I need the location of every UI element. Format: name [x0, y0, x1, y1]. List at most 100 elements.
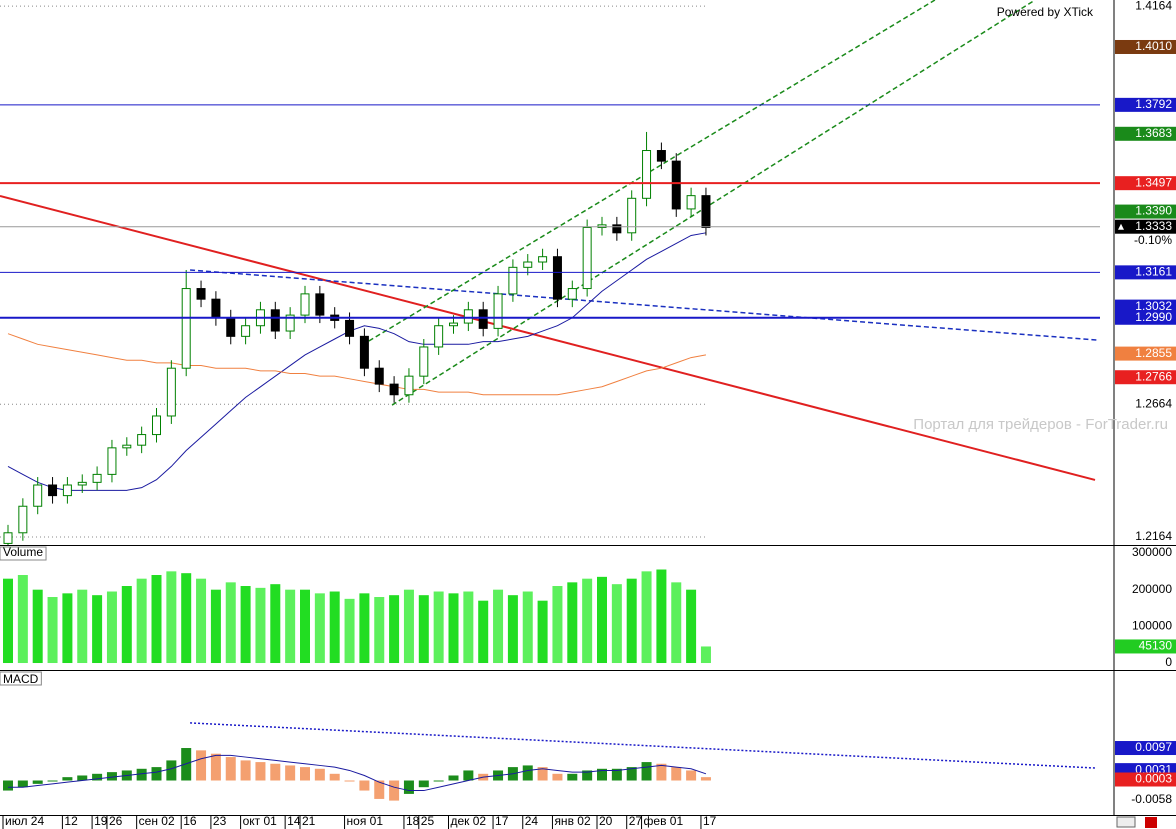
- macd-bar: [686, 770, 697, 781]
- macd-bar: [626, 767, 637, 781]
- volume-bar: [582, 578, 593, 664]
- macd-bar: [433, 780, 444, 782]
- volume-bar: [92, 595, 103, 664]
- candle-body: [597, 224, 607, 229]
- panel-title-box: [0, 671, 42, 686]
- macd-bar: [285, 765, 296, 781]
- trend-line: [190, 722, 1097, 769]
- y-tick-label: 1.2164: [1135, 529, 1172, 543]
- volume-bar: [418, 595, 429, 664]
- candle-body: [523, 261, 533, 268]
- price-label-box: [1115, 346, 1176, 361]
- panel: [3, 722, 1097, 801]
- x-tick-label: сен 02: [139, 814, 175, 828]
- macd-bar: [641, 762, 652, 781]
- panel: [3, 569, 711, 664]
- volume-bar: [522, 591, 533, 664]
- icon[interactable]: [1116, 816, 1136, 828]
- y-tick-label: 0: [1165, 655, 1172, 669]
- x-tick-label: дек 02: [451, 814, 487, 828]
- x-tick-label: 25: [421, 814, 435, 828]
- candle-body: [107, 447, 117, 475]
- candle-body: [701, 195, 711, 229]
- macd-bar: [62, 777, 73, 781]
- price-label-box: [1115, 772, 1176, 787]
- price-label: 1.3161: [1135, 265, 1172, 279]
- x-tick-label: 12: [64, 814, 78, 828]
- volume-bar: [359, 593, 370, 664]
- volume-bar: [552, 586, 563, 664]
- x-tick-label: фев 01: [644, 814, 684, 828]
- macd-bar: [522, 765, 533, 781]
- trend-line: [391, 0, 1036, 406]
- candle-body: [152, 415, 161, 436]
- candle-body: [642, 150, 652, 199]
- y-tick-label: -0.0058: [1131, 792, 1172, 806]
- trend-line: [0, 194, 1096, 481]
- macd-bar: [210, 753, 221, 781]
- volume-bar: [121, 586, 132, 664]
- macd-bar: [374, 780, 385, 799]
- caption: Портал для трейдеров - ForTrader.ru: [913, 416, 1168, 433]
- candle-body: [493, 293, 503, 329]
- volume-bar: [181, 573, 192, 664]
- x-tick-label: июл 24: [5, 814, 44, 828]
- volume-bar: [32, 589, 43, 664]
- candle-body: [181, 288, 191, 369]
- macd-bar: [329, 773, 340, 781]
- volume-bar: [151, 575, 162, 664]
- volume-bar: [285, 589, 296, 664]
- candle-body: [552, 256, 562, 300]
- macd-bar: [255, 762, 266, 781]
- candle-body: [196, 288, 206, 300]
- price-label-box: [1115, 370, 1176, 385]
- x-tick-label: 21: [302, 814, 316, 828]
- y-tick-label: 100000: [1132, 619, 1172, 633]
- macd-bar: [136, 768, 147, 781]
- volume-bar: [700, 646, 711, 664]
- price-label: 0.0003: [1135, 772, 1172, 786]
- candle-body: [359, 335, 369, 369]
- macd-bar: [240, 760, 251, 781]
- volume-bar: [300, 589, 310, 664]
- candle-body: [226, 317, 236, 337]
- x-tick-label: 24: [525, 814, 539, 828]
- volume-bar: [329, 591, 340, 664]
- macd-bar: [359, 780, 370, 791]
- volume-bar: [210, 589, 221, 664]
- macd-bar: [300, 767, 310, 781]
- price-label: 1.2990: [1135, 310, 1172, 324]
- panel-title: Volume: [3, 545, 43, 559]
- price-label-box: [1115, 126, 1176, 141]
- price-label-box: [1115, 741, 1176, 756]
- macd-bar: [151, 767, 162, 781]
- candle-body: [434, 325, 444, 348]
- exit-icon[interactable]: [1145, 817, 1157, 828]
- indicator-line: [7, 333, 707, 396]
- volume-bar: [225, 582, 236, 664]
- macd-bar: [671, 767, 682, 781]
- candle-body: [77, 481, 87, 486]
- price-label: 1.3683: [1135, 126, 1172, 140]
- volume-bar: [686, 589, 697, 664]
- macd-bar: [225, 757, 236, 781]
- volume-bar: [626, 578, 637, 664]
- macd-bar: [32, 780, 43, 784]
- candle-body: [3, 532, 13, 544]
- candle-body: [300, 293, 310, 316]
- y-tick-label: 300000: [1132, 545, 1172, 559]
- price-label: 1.2766: [1135, 369, 1172, 383]
- macd-bar: [597, 768, 607, 781]
- price-label: 1.4010: [1135, 39, 1172, 53]
- candle-body: [166, 367, 176, 417]
- price-label: 0.0097: [1135, 740, 1172, 754]
- candle-body: [48, 484, 58, 497]
- y-tick-label: 200000: [1132, 582, 1172, 596]
- volume-bar: [314, 593, 325, 664]
- macd-bar: [582, 770, 593, 781]
- x-tick-label: 14: [287, 814, 301, 828]
- volume-bar: [374, 597, 385, 664]
- volume-bar: [493, 589, 504, 664]
